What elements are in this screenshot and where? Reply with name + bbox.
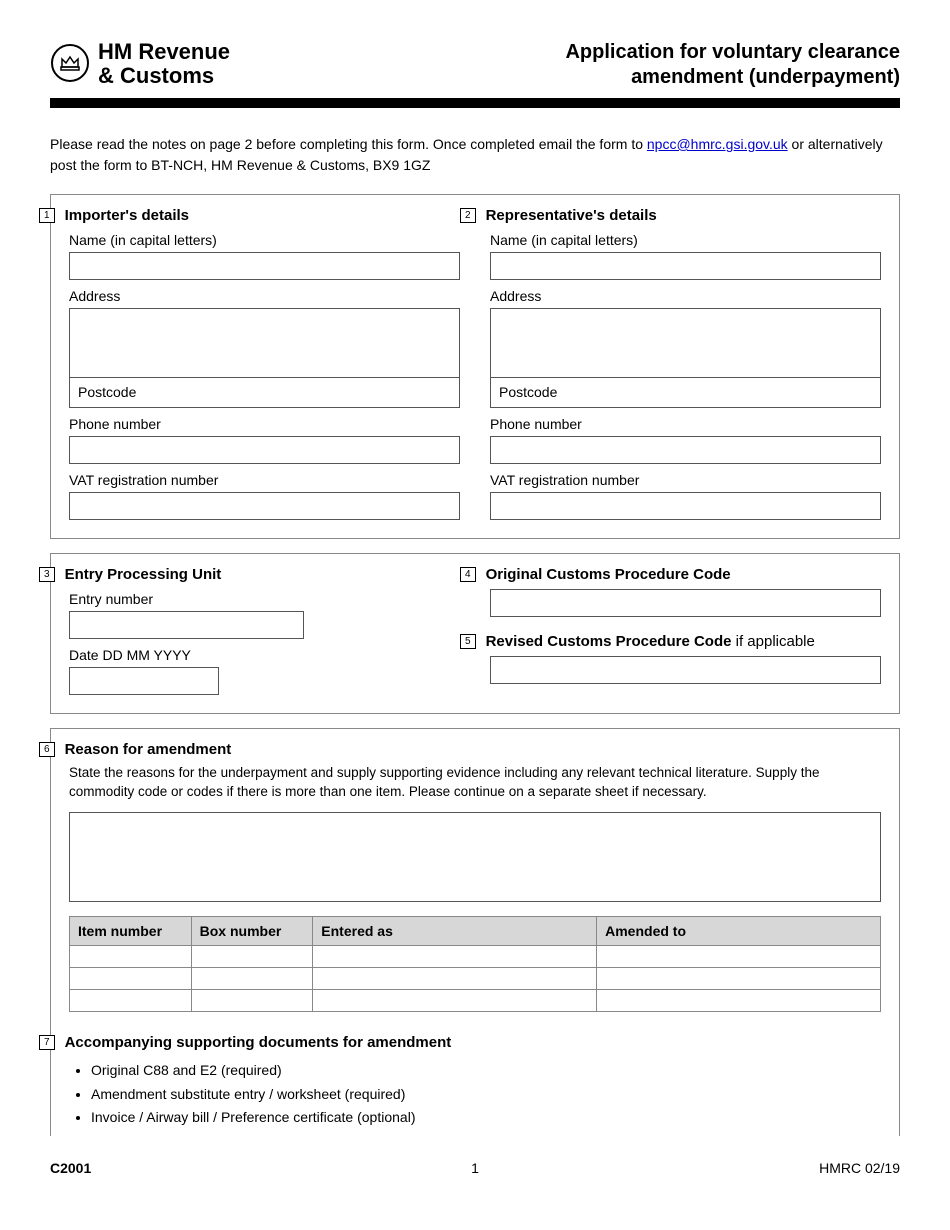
- entry-date-input[interactable]: [69, 667, 219, 695]
- email-link[interactable]: npcc@hmrc.gsi.gov.uk: [647, 136, 788, 152]
- section-title: Importer's details: [65, 207, 189, 224]
- org-line1: HM Revenue: [98, 40, 230, 64]
- reason-textarea[interactable]: [69, 812, 881, 902]
- section-number: 3: [39, 567, 55, 582]
- col-entered: Entered as: [313, 916, 597, 945]
- page-header: HM Revenue & Customs Application for vol…: [50, 40, 900, 90]
- documents-list: Original C88 and E2 (required) Amendment…: [91, 1059, 881, 1130]
- section-number: 4: [460, 567, 476, 582]
- section-title: Revised Customs Procedure Code if applic…: [486, 633, 815, 650]
- form-code: C2001: [50, 1160, 91, 1176]
- section-title: Original Customs Procedure Code: [486, 566, 731, 583]
- importer-address-input[interactable]: [69, 308, 460, 378]
- rep-vat-input[interactable]: [490, 492, 881, 520]
- section-epu: 3 Entry Processing Unit Entry number Dat…: [69, 566, 460, 695]
- intro-text: Please read the notes on page 2 before c…: [50, 134, 900, 176]
- section-representative: 2 Representative's details Name (in capi…: [490, 207, 881, 520]
- header-divider: [50, 98, 900, 108]
- col-amended: Amended to: [597, 916, 881, 945]
- label-date: Date DD MM YYYY: [69, 647, 460, 663]
- label-entry: Entry number: [69, 591, 460, 607]
- amendment-table: Item number Box number Entered as Amende…: [69, 916, 881, 1012]
- table-row[interactable]: [70, 945, 881, 967]
- section-number: 1: [39, 208, 55, 223]
- page-number: 1: [471, 1160, 479, 1176]
- panel-reason-docs: 6 Reason for amendment State the reasons…: [50, 728, 900, 1136]
- org-name: HM Revenue & Customs: [98, 40, 230, 88]
- list-item: Original C88 and E2 (required): [91, 1059, 881, 1083]
- section-title: Accompanying supporting documents for am…: [65, 1034, 452, 1051]
- table-row[interactable]: [70, 989, 881, 1011]
- section-number: 6: [39, 742, 55, 757]
- label-phone: Phone number: [490, 416, 881, 432]
- section-number: 2: [460, 208, 476, 223]
- label-vat: VAT registration number: [490, 472, 881, 488]
- title-line1: Application for voluntary clearance: [565, 40, 900, 65]
- label-vat: VAT registration number: [69, 472, 460, 488]
- list-item: Invoice / Airway bill / Preference certi…: [91, 1106, 881, 1130]
- label-name: Name (in capital letters): [69, 232, 460, 248]
- importer-vat-input[interactable]: [69, 492, 460, 520]
- label-address: Address: [490, 288, 881, 304]
- rep-postcode-input[interactable]: Postcode: [490, 378, 881, 408]
- panel-importer-representative: 1 Importer's details Name (in capital le…: [50, 194, 900, 539]
- original-cpc-input[interactable]: [490, 589, 881, 617]
- table-row[interactable]: [70, 967, 881, 989]
- logo-block: HM Revenue & Customs: [50, 40, 230, 88]
- list-item: Amendment substitute entry / worksheet (…: [91, 1083, 881, 1107]
- label-phone: Phone number: [69, 416, 460, 432]
- section-number: 7: [39, 1035, 55, 1050]
- page-footer: C2001 1 HMRC 02/19: [50, 1160, 900, 1176]
- form-ref: HMRC 02/19: [819, 1160, 900, 1176]
- col-box: Box number: [191, 916, 313, 945]
- entry-number-input[interactable]: [69, 611, 304, 639]
- col-item: Item number: [70, 916, 192, 945]
- importer-postcode-input[interactable]: Postcode: [69, 378, 460, 408]
- section-importer: 1 Importer's details Name (in capital le…: [69, 207, 460, 520]
- panel-entry-codes: 3 Entry Processing Unit Entry number Dat…: [50, 553, 900, 714]
- rep-address-input[interactable]: [490, 308, 881, 378]
- revised-cpc-input[interactable]: [490, 656, 881, 684]
- section-title: Representative's details: [486, 207, 657, 224]
- label-address: Address: [69, 288, 460, 304]
- importer-name-input[interactable]: [69, 252, 460, 280]
- section-title: Entry Processing Unit: [65, 566, 222, 583]
- section-codes: 4 Original Customs Procedure Code 5 Revi…: [490, 566, 881, 695]
- importer-phone-input[interactable]: [69, 436, 460, 464]
- title-line2: amendment (underpayment): [565, 65, 900, 90]
- table-header-row: Item number Box number Entered as Amende…: [70, 916, 881, 945]
- reason-description: State the reasons for the underpayment a…: [69, 764, 881, 802]
- org-line2: & Customs: [98, 64, 230, 88]
- section-title: Reason for amendment: [65, 741, 232, 758]
- rep-phone-input[interactable]: [490, 436, 881, 464]
- crown-icon: [50, 43, 90, 86]
- rep-name-input[interactable]: [490, 252, 881, 280]
- section-number: 5: [460, 634, 476, 649]
- label-name: Name (in capital letters): [490, 232, 881, 248]
- form-title: Application for voluntary clearance amen…: [565, 40, 900, 90]
- intro-before: Please read the notes on page 2 before c…: [50, 136, 647, 152]
